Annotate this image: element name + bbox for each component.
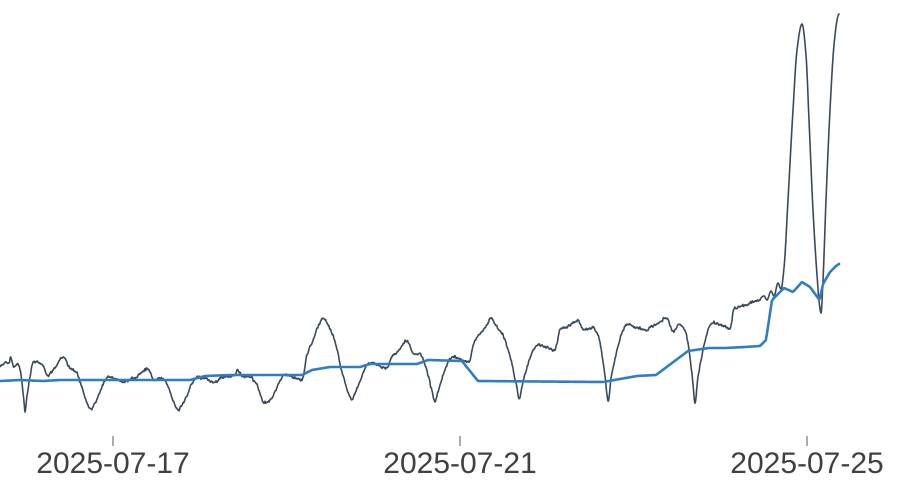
svg-text:2025-07-17: 2025-07-17 bbox=[36, 447, 189, 480]
svg-text:2025-07-25: 2025-07-25 bbox=[730, 447, 883, 480]
svg-text:2025-07-21: 2025-07-21 bbox=[383, 447, 536, 480]
